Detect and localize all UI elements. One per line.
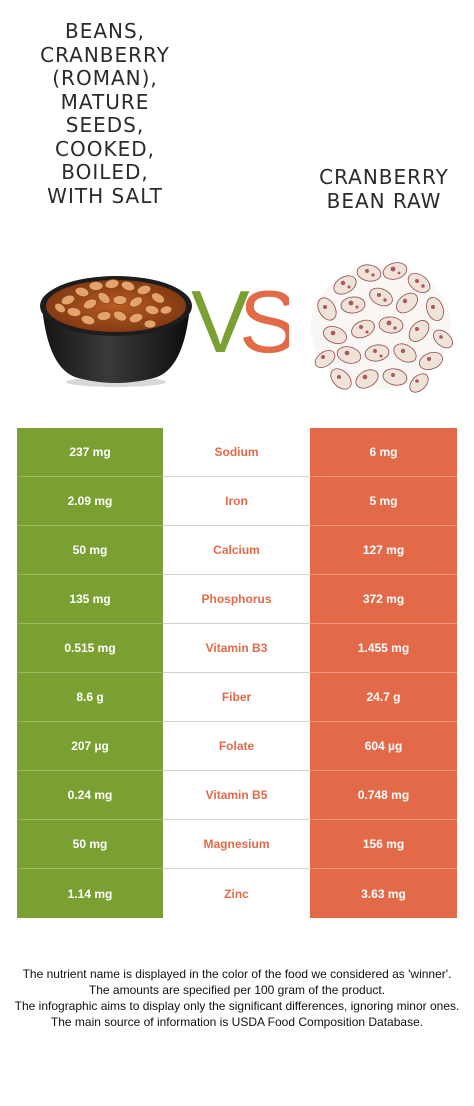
nutrient-row: 50 mg Magnesium 156 mg <box>17 820 457 869</box>
footnote: The amounts are specified per 100 gram o… <box>88 983 386 997</box>
nutrient-name: Vitamin B5 <box>163 771 310 820</box>
left-food-title: BEANS, CRANBERRY (ROMAN), MATURE SEEDS, … <box>40 19 170 208</box>
nutrient-name: Calcium <box>163 526 310 575</box>
left-value: 207 µg <box>17 722 163 771</box>
nutrient-row: 237 mg Sodium 6 mg <box>17 428 457 477</box>
right-value: 6 mg <box>310 428 457 477</box>
left-value: 50 mg <box>17 820 163 869</box>
bowl-of-cooked-beans-image <box>40 276 192 387</box>
nutrient-row: 207 µg Folate 604 µg <box>17 722 457 771</box>
right-value: 156 mg <box>310 820 457 869</box>
nutrient-name: Sodium <box>163 428 310 477</box>
svg-text:V: V <box>191 272 250 362</box>
right-value: 5 mg <box>310 477 457 526</box>
right-value: 604 µg <box>310 722 457 771</box>
footnote: The main source of information is USDA F… <box>50 1015 424 1029</box>
nutrient-row: 50 mg Calcium 127 mg <box>17 526 457 575</box>
footnote: The infographic aims to display only the… <box>14 999 460 1013</box>
footnote: The nutrient name is displayed in the co… <box>22 967 452 981</box>
right-value: 1.455 mg <box>310 624 457 673</box>
nutrient-row: 135 mg Phosphorus 372 mg <box>17 575 457 624</box>
right-value: 372 mg <box>310 575 457 624</box>
nutrient-name: Zinc <box>163 869 310 918</box>
nutrient-row: 1.14 mg Zinc 3.63 mg <box>17 869 457 918</box>
footnotes: The nutrient name is displayed in the co… <box>12 966 462 1030</box>
left-value: 0.24 mg <box>17 771 163 820</box>
left-value: 8.6 g <box>17 673 163 722</box>
right-value: 0.748 mg <box>310 771 457 820</box>
nutrient-comparison-table: 237 mg Sodium 6 mg 2.09 mg Iron 5 mg 50 … <box>17 428 457 918</box>
right-food-title: CRANBERRY BEAN RAW <box>319 165 449 213</box>
nutrient-row: 0.24 mg Vitamin B5 0.748 mg <box>17 771 457 820</box>
nutrient-row: 0.515 mg Vitamin B3 1.455 mg <box>17 624 457 673</box>
left-value: 237 mg <box>17 428 163 477</box>
left-value: 50 mg <box>17 526 163 575</box>
right-value: 127 mg <box>310 526 457 575</box>
left-value: 1.14 mg <box>17 869 163 918</box>
nutrient-name: Folate <box>163 722 310 771</box>
right-value: 24.7 g <box>310 673 457 722</box>
nutrient-name: Fiber <box>163 673 310 722</box>
nutrient-name: Vitamin B3 <box>163 624 310 673</box>
nutrient-row: 2.09 mg Iron 5 mg <box>17 477 457 526</box>
nutrient-name: Iron <box>163 477 310 526</box>
pile-of-raw-cranberry-beans-image <box>311 262 453 393</box>
nutrient-name: Magnesium <box>163 820 310 869</box>
nutrient-row: 8.6 g Fiber 24.7 g <box>17 673 457 722</box>
left-value: 0.515 mg <box>17 624 163 673</box>
left-value: 135 mg <box>17 575 163 624</box>
left-value: 2.09 mg <box>17 477 163 526</box>
svg-text:S: S <box>239 272 289 362</box>
nutrient-name: Phosphorus <box>163 575 310 624</box>
vs-mark: V S <box>191 272 289 362</box>
right-value: 3.63 mg <box>310 869 457 918</box>
